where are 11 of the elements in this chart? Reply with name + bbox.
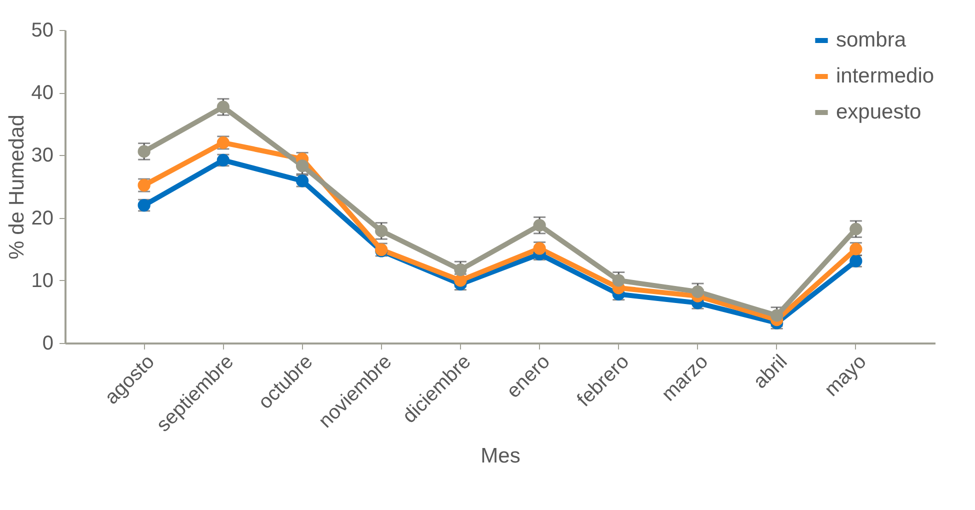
legend-label: intermedio [836,64,934,88]
y-tick-label: 20 [31,207,54,230]
legend-label: sombra [836,28,906,52]
y-tick-label: 10 [31,270,54,292]
y-tick-label: 0 [42,332,54,354]
y-axis-title: % de Humedad [5,114,28,260]
y-tick-label: 30 [31,144,54,167]
y-tick-label: 40 [31,82,54,104]
x-axis-title: Mes [480,444,520,468]
legend-label: expuesto [836,100,922,124]
y-tick-label: 50 [31,20,54,42]
